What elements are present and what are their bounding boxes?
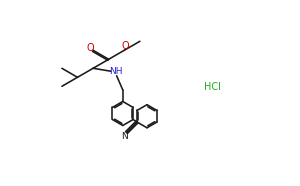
Text: HCl: HCl	[204, 82, 221, 92]
Text: O: O	[86, 43, 94, 53]
Text: O: O	[122, 41, 129, 51]
Text: N: N	[121, 132, 128, 141]
Text: NH: NH	[109, 67, 122, 76]
